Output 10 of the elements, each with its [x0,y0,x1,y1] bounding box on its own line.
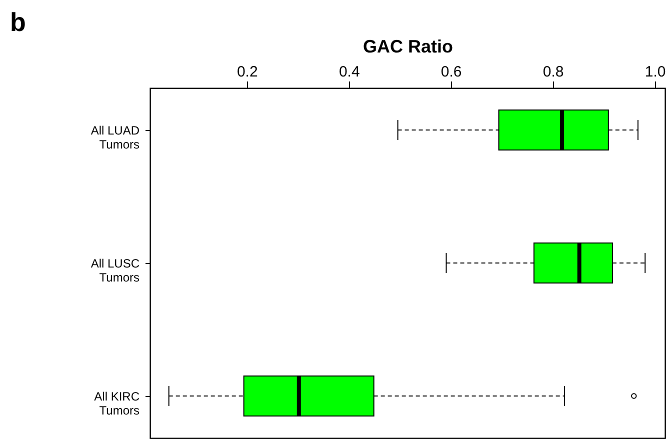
x-tick-label: 0.4 [338,64,360,80]
x-tick-label: 0.2 [236,64,258,80]
text: b [10,7,26,37]
y-tick-label: All KIRC Tumors [94,389,140,418]
x-axis-title: GAC Ratio [363,36,454,56]
y-tick-label: All LUSC Tumors [90,256,140,284]
y-tick-label: All LUAD Tumors [90,124,140,152]
x-tick-label: 1.0 [644,64,666,80]
x-tick-label: 0.8 [542,64,564,80]
x-tick-label: 0.6 [440,64,462,80]
